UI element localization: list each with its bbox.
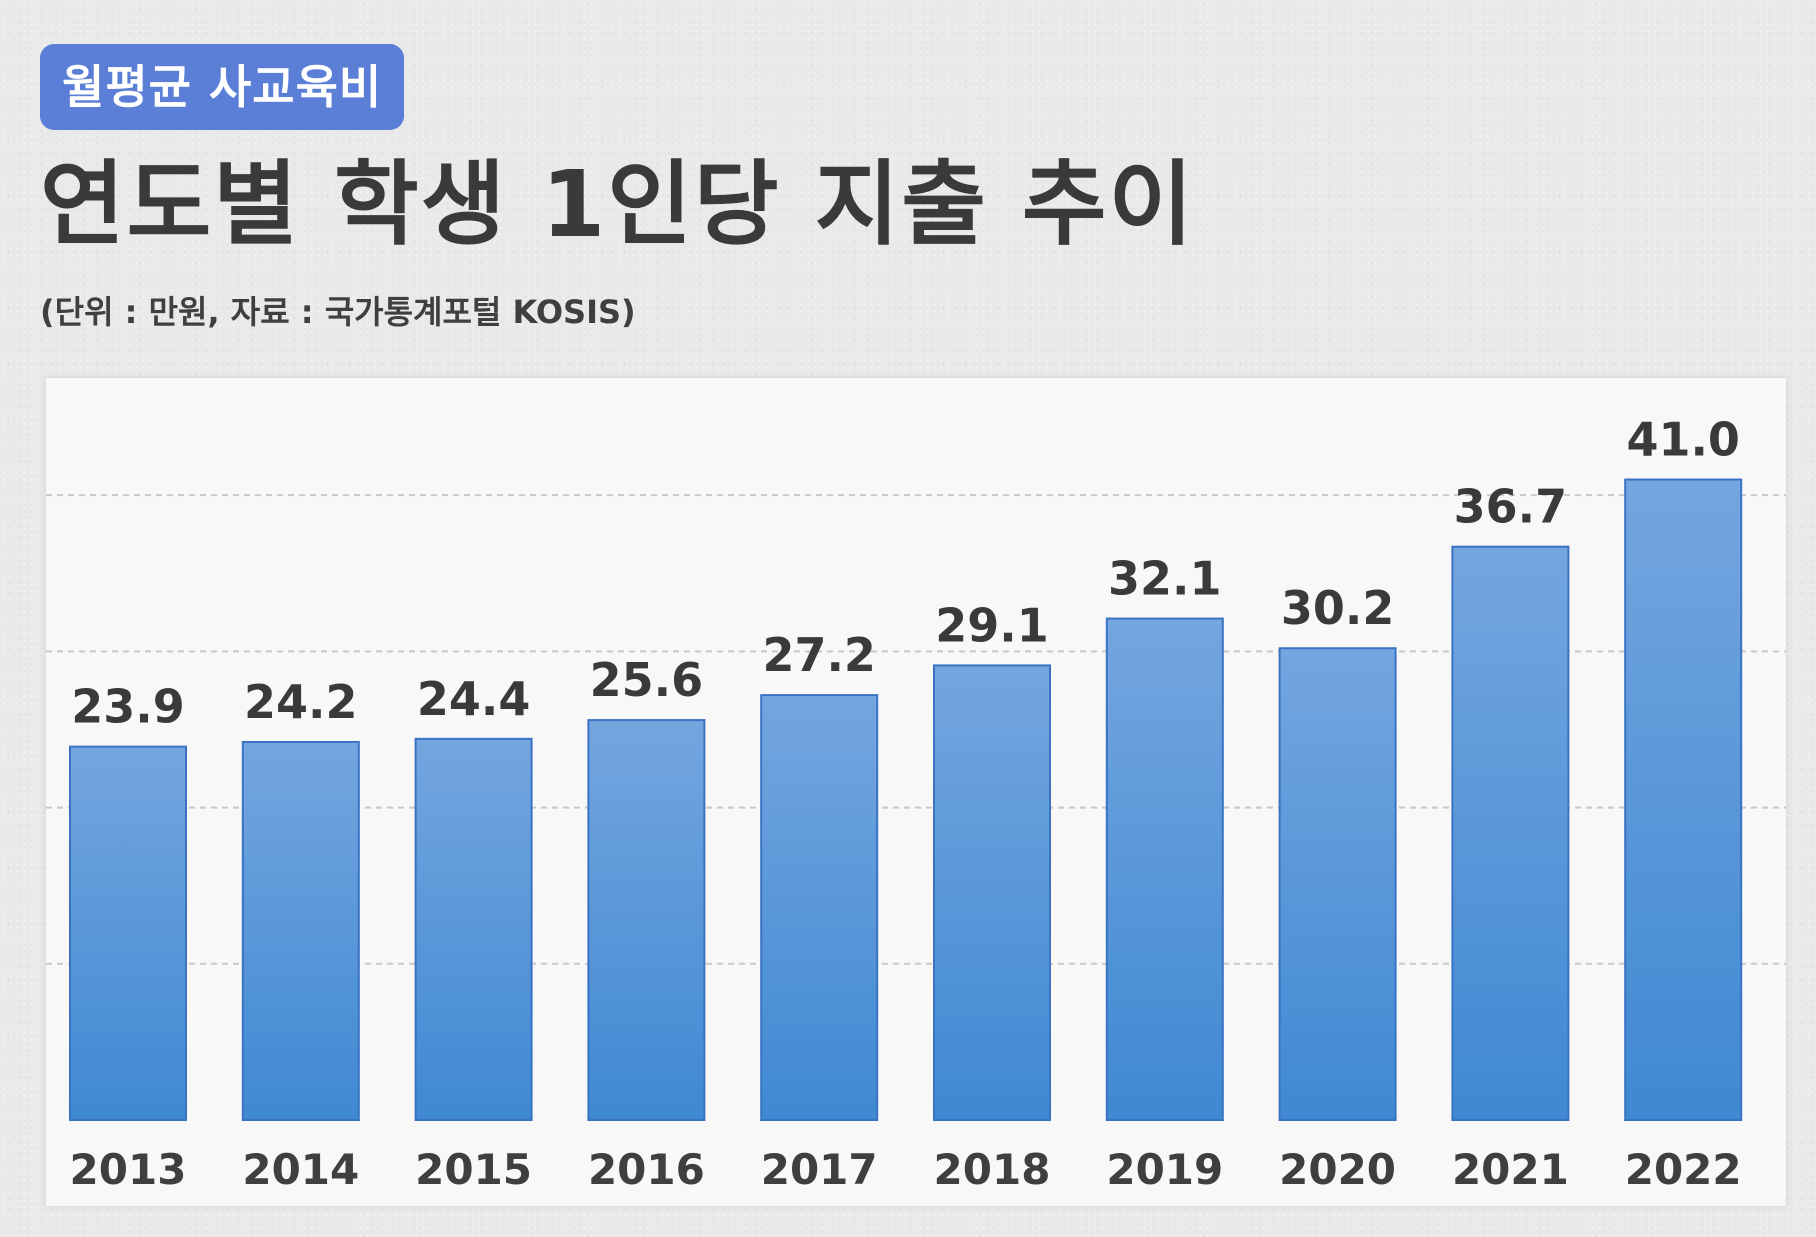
value-label-2015: 24.4 <box>417 672 531 726</box>
bar-2022 <box>1624 478 1743 1121</box>
x-tick-label-2022: 2022 <box>1625 1145 1742 1194</box>
chart-source-note: (단위 : 만원, 자료 : 국가통계포털 KOSIS) <box>40 293 636 331</box>
bar-2018 <box>933 664 1051 1121</box>
x-tick-label-2018: 2018 <box>934 1145 1051 1194</box>
x-tick-label-2021: 2021 <box>1452 1145 1569 1194</box>
bar-2021 <box>1451 545 1570 1121</box>
value-label-2017: 27.2 <box>762 628 876 682</box>
bar-chart: 23.9 24.2 24.4 25.6 27.2 29.1 32.1 30.2 36.7 41.0… <box>46 413 1786 1194</box>
chart-title: 연도별 학생 1인당 지출 추이 <box>40 151 1196 258</box>
value-label-2016: 25.6 <box>590 653 704 707</box>
x-tick-label-2015: 2015 <box>415 1145 532 1194</box>
x-tick-label-2019: 2019 <box>1106 1145 1223 1194</box>
bars <box>69 478 1743 1121</box>
x-tick-label-2016: 2016 <box>588 1145 705 1194</box>
value-label-2019: 32.1 <box>1108 552 1222 606</box>
value-label-2018: 29.1 <box>935 598 1049 652</box>
x-tick-label-2017: 2017 <box>761 1145 878 1194</box>
value-label-2020: 30.2 <box>1281 581 1395 635</box>
bar-2014 <box>241 740 360 1121</box>
chart-category-badge: 월평균 사교육비 <box>40 44 405 130</box>
x-tick-label-2014: 2014 <box>242 1145 359 1194</box>
x-tick-label-2013: 2013 <box>70 1145 187 1194</box>
bar-2016 <box>587 719 706 1121</box>
value-labels: 23.9 24.2 24.4 25.6 27.2 29.1 32.1 30.2 36.7 41.0 <box>71 413 1740 734</box>
chart-panel: 23.9 24.2 24.4 25.6 27.2 29.1 32.1 30.2 36.7 41.0… <box>46 378 1786 1206</box>
bar-2015 <box>414 737 533 1121</box>
bar-2017 <box>760 694 879 1121</box>
x-tick-label-2020: 2020 <box>1279 1145 1396 1194</box>
value-label-2014: 24.2 <box>244 675 358 729</box>
bar-2013 <box>69 745 187 1121</box>
bar-2020 <box>1278 647 1397 1121</box>
value-label-2013: 23.9 <box>71 680 185 734</box>
bar-2019 <box>1105 617 1224 1121</box>
value-label-2021: 36.7 <box>1454 480 1568 534</box>
value-label-2022: 41.0 <box>1626 413 1740 467</box>
x-axis-ticks: 2013 2014 2015 2016 2017 2018 2019 2020 2021 2022 <box>70 1145 1742 1194</box>
